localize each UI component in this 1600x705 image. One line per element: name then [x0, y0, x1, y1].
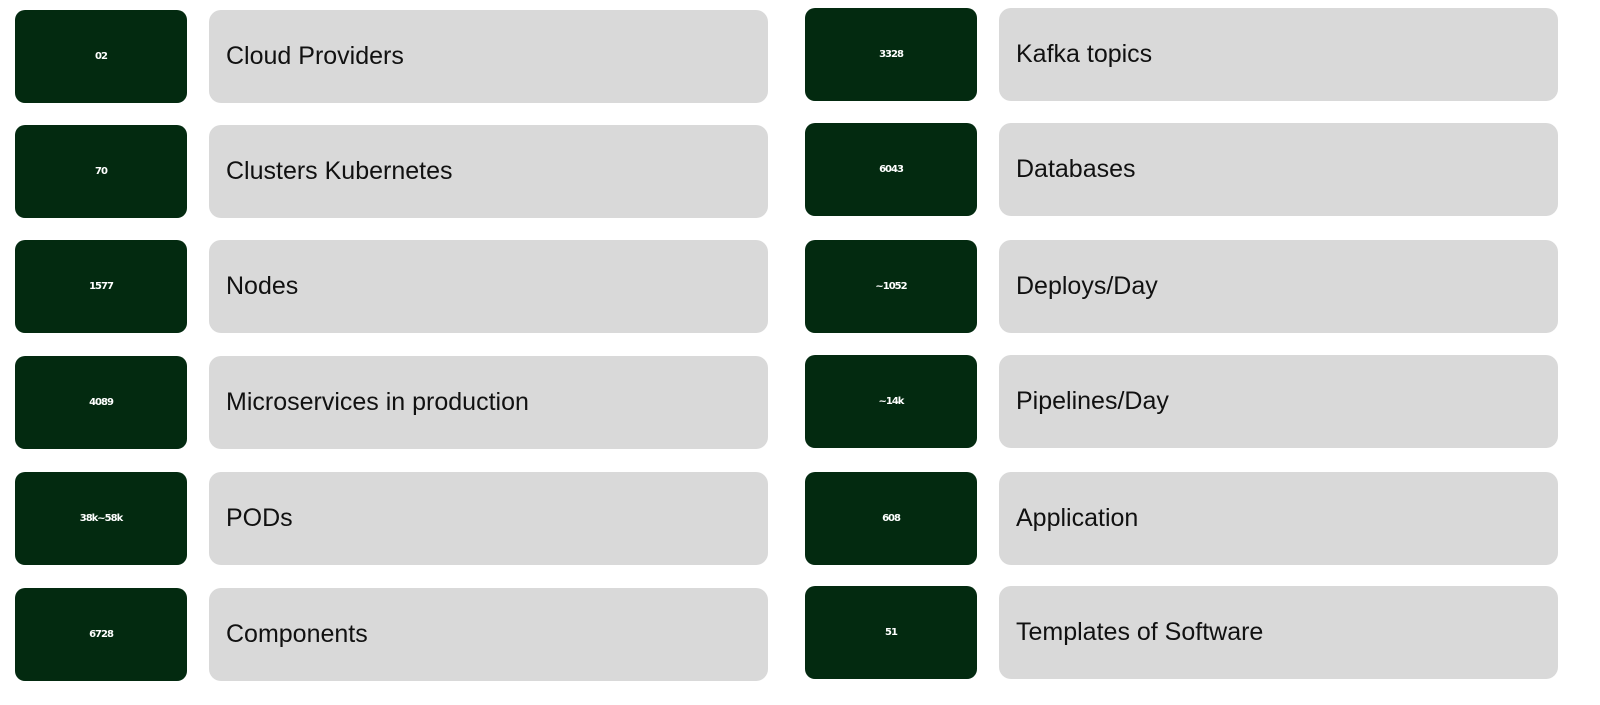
stat-label: Kafka topics — [999, 8, 1558, 101]
stat-label: PODs — [209, 472, 768, 565]
stat-label: Components — [209, 588, 768, 681]
stat-label: Nodes — [209, 240, 768, 333]
stat-value: 02 — [15, 10, 187, 103]
stat-value: 3328 — [805, 8, 977, 101]
stat-value: ~1052 — [805, 240, 977, 333]
stat-value: 6043 — [805, 123, 977, 216]
stat-value: ~14k — [805, 355, 977, 448]
stat-label: Databases — [999, 123, 1558, 216]
stat-value: 608 — [805, 472, 977, 565]
stat-value: 6728 — [15, 588, 187, 681]
stat-label: Deploys/Day — [999, 240, 1558, 333]
stat-value: 1577 — [15, 240, 187, 333]
stat-label: Microservices in production — [209, 356, 768, 449]
stat-value: 38k~58k — [15, 472, 187, 565]
stat-value: 4089 — [15, 356, 187, 449]
stat-value: 51 — [805, 586, 977, 679]
stat-label: Templates of Software — [999, 586, 1558, 679]
stat-value: 70 — [15, 125, 187, 218]
stat-label: Application — [999, 472, 1558, 565]
stat-label: Cloud Providers — [209, 10, 768, 103]
stat-label: Pipelines/Day — [999, 355, 1558, 448]
stat-label: Clusters Kubernetes — [209, 125, 768, 218]
